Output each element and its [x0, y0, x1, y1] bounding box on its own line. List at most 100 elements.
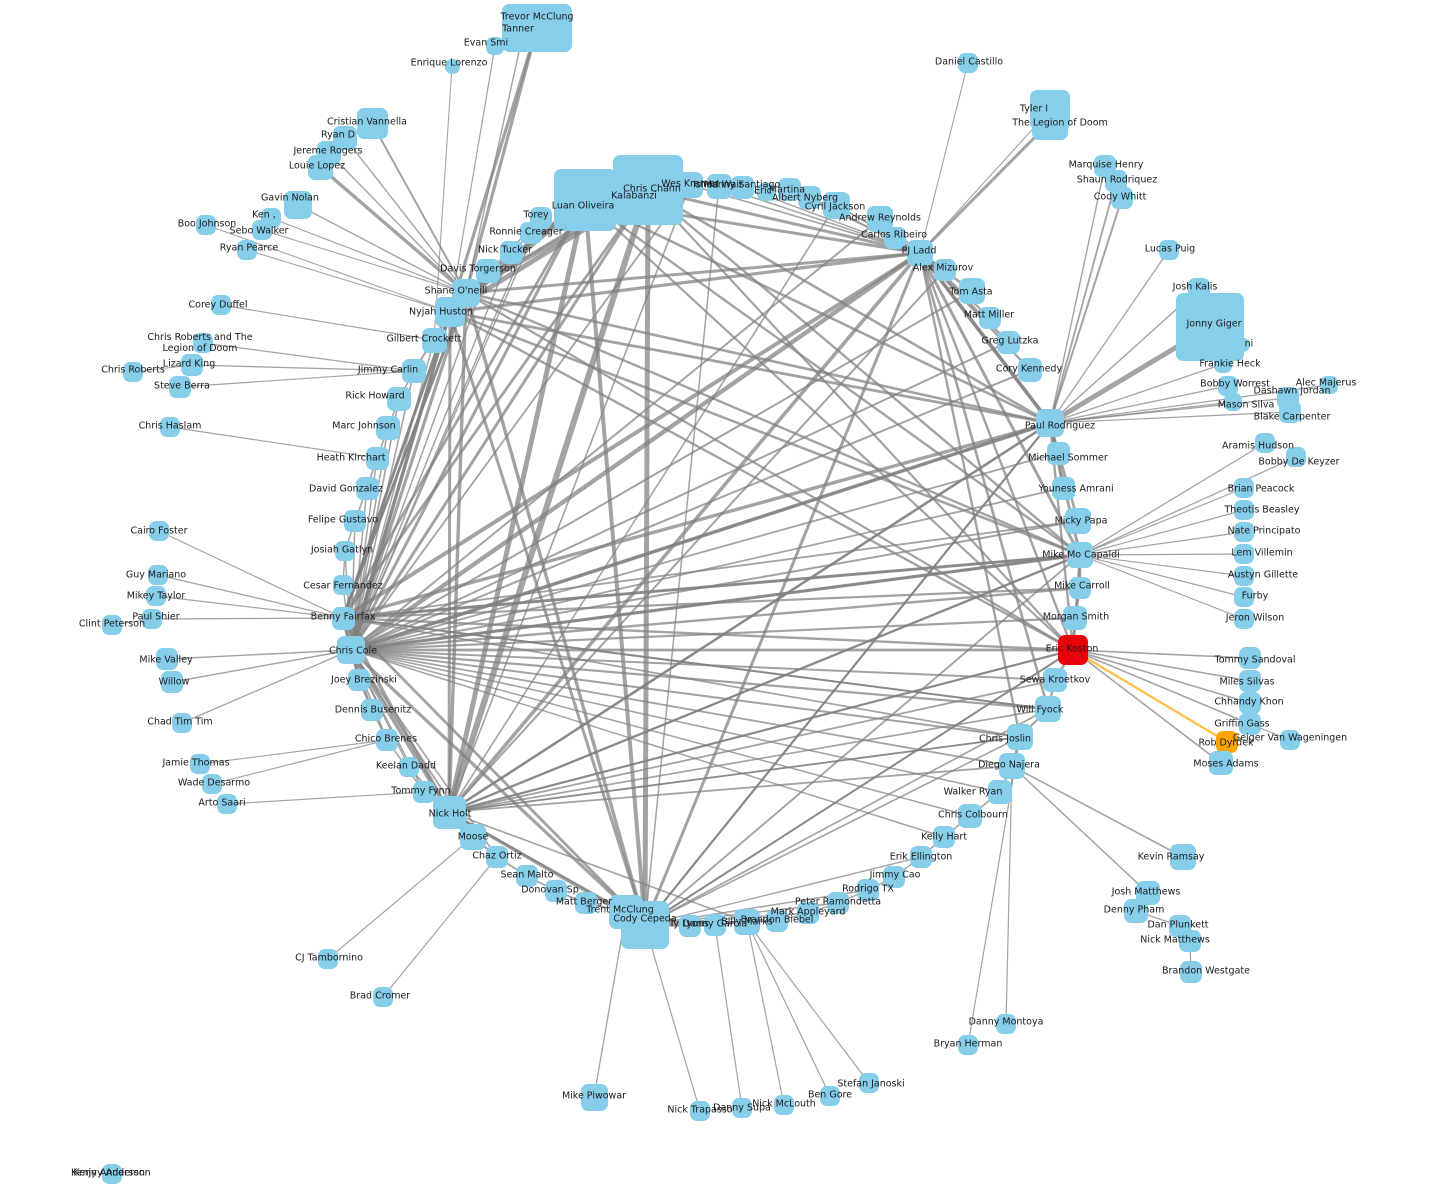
graph-node[interactable] [373, 987, 393, 1007]
graph-node[interactable] [476, 259, 500, 283]
graph-node[interactable] [123, 362, 143, 382]
graph-node[interactable] [545, 880, 567, 902]
graph-node[interactable] [883, 866, 905, 888]
graph-node[interactable] [402, 359, 426, 383]
graph-node[interactable] [1111, 187, 1133, 209]
graph-node[interactable] [580, 1083, 608, 1111]
graph-node[interactable] [399, 757, 419, 777]
graph-node[interactable] [156, 648, 178, 670]
graph-node[interactable] [1234, 587, 1254, 607]
graph-node[interactable] [516, 865, 538, 887]
graph-node[interactable] [102, 1164, 122, 1184]
graph-node[interactable] [827, 892, 849, 914]
graph-node[interactable] [1018, 358, 1042, 382]
graph-node[interactable] [1209, 751, 1233, 775]
graph-node[interactable] [333, 575, 353, 595]
graph-node[interactable] [1159, 240, 1179, 260]
graph-node[interactable] [376, 729, 398, 751]
graph-node[interactable] [1069, 577, 1091, 599]
graph-node[interactable] [211, 295, 231, 315]
graph-node[interactable] [160, 417, 180, 437]
graph-node[interactable] [730, 175, 754, 199]
graph-node[interactable] [958, 53, 978, 73]
graph-node[interactable] [1176, 293, 1244, 361]
graph-node[interactable] [1035, 696, 1061, 722]
graph-node[interactable] [1239, 713, 1261, 735]
graph-node[interactable] [520, 222, 542, 244]
graph-node[interactable] [959, 278, 985, 304]
graph-node[interactable] [337, 636, 365, 664]
graph-node[interactable] [612, 180, 644, 212]
graph-node[interactable] [102, 615, 122, 635]
graph-node[interactable] [1234, 500, 1254, 520]
graph-node[interactable] [318, 949, 338, 969]
graph-node[interactable] [499, 240, 523, 264]
graph-node[interactable] [1216, 731, 1238, 753]
graph-node[interactable] [907, 240, 933, 266]
graph-node[interactable] [1239, 670, 1261, 692]
graph-node[interactable] [1224, 393, 1242, 411]
graph-node[interactable] [1063, 606, 1087, 630]
graph-node[interactable] [979, 307, 1001, 329]
graph-node[interactable] [704, 914, 726, 936]
graph-node[interactable] [172, 713, 192, 733]
graph-node[interactable] [1179, 930, 1201, 952]
graph-node[interactable] [1046, 441, 1070, 465]
graph-node[interactable] [1036, 409, 1064, 437]
graph-node[interactable] [486, 846, 508, 868]
graph-node[interactable] [421, 327, 447, 353]
graph-node[interactable] [1234, 609, 1254, 629]
graph-node[interactable] [365, 446, 389, 470]
graph-node[interactable] [1007, 724, 1033, 750]
graph-node[interactable] [444, 58, 460, 74]
graph-node[interactable] [679, 915, 701, 937]
graph-node[interactable] [142, 609, 162, 629]
graph-node[interactable] [1234, 544, 1254, 564]
graph-node[interactable] [999, 753, 1025, 779]
graph-node[interactable] [732, 1098, 752, 1118]
graph-node[interactable] [734, 909, 760, 935]
graph-node[interactable] [387, 387, 411, 411]
graph-node[interactable] [335, 541, 355, 561]
graph-node[interactable] [1214, 355, 1232, 373]
graph-node[interactable] [958, 804, 982, 828]
graph-node[interactable] [432, 795, 466, 829]
graph-node[interactable] [554, 169, 616, 231]
graph-node[interactable] [361, 699, 383, 721]
graph-node[interactable] [822, 191, 850, 219]
graph-node[interactable] [910, 846, 932, 868]
graph-node[interactable] [1234, 522, 1254, 542]
graph-node[interactable] [252, 220, 272, 240]
graph-node[interactable] [797, 185, 821, 209]
graph-node[interactable] [934, 259, 956, 281]
graph-node[interactable] [757, 183, 775, 201]
graph-node[interactable] [202, 774, 222, 794]
graph-node[interactable] [344, 510, 366, 532]
graph-node[interactable] [1105, 170, 1127, 192]
graph-node[interactable] [1051, 476, 1075, 500]
graph-node[interactable] [146, 586, 166, 606]
graph-node[interactable] [621, 901, 669, 949]
graph-node[interactable] [766, 910, 788, 932]
graph-node[interactable] [486, 37, 504, 55]
graph-node[interactable] [217, 794, 237, 814]
graph-node[interactable] [933, 826, 955, 848]
graph-node[interactable] [510, 26, 534, 50]
graph-node[interactable] [148, 565, 168, 585]
graph-node[interactable] [435, 297, 465, 327]
graph-node[interactable] [1032, 104, 1068, 140]
graph-node[interactable] [706, 173, 732, 199]
graph-node[interactable] [348, 669, 370, 691]
graph-node[interactable] [355, 476, 379, 500]
graph-node[interactable] [413, 781, 435, 803]
graph-node[interactable] [460, 824, 486, 850]
graph-node[interactable] [193, 333, 213, 353]
graph-node[interactable] [1180, 961, 1202, 983]
graph-node[interactable] [237, 240, 257, 260]
graph-node[interactable] [797, 902, 819, 924]
graph-node[interactable] [356, 107, 388, 139]
graph-node[interactable] [190, 754, 210, 774]
graph-node[interactable] [376, 416, 400, 440]
graph-node[interactable] [1058, 635, 1088, 665]
graph-node[interactable] [1239, 692, 1261, 714]
